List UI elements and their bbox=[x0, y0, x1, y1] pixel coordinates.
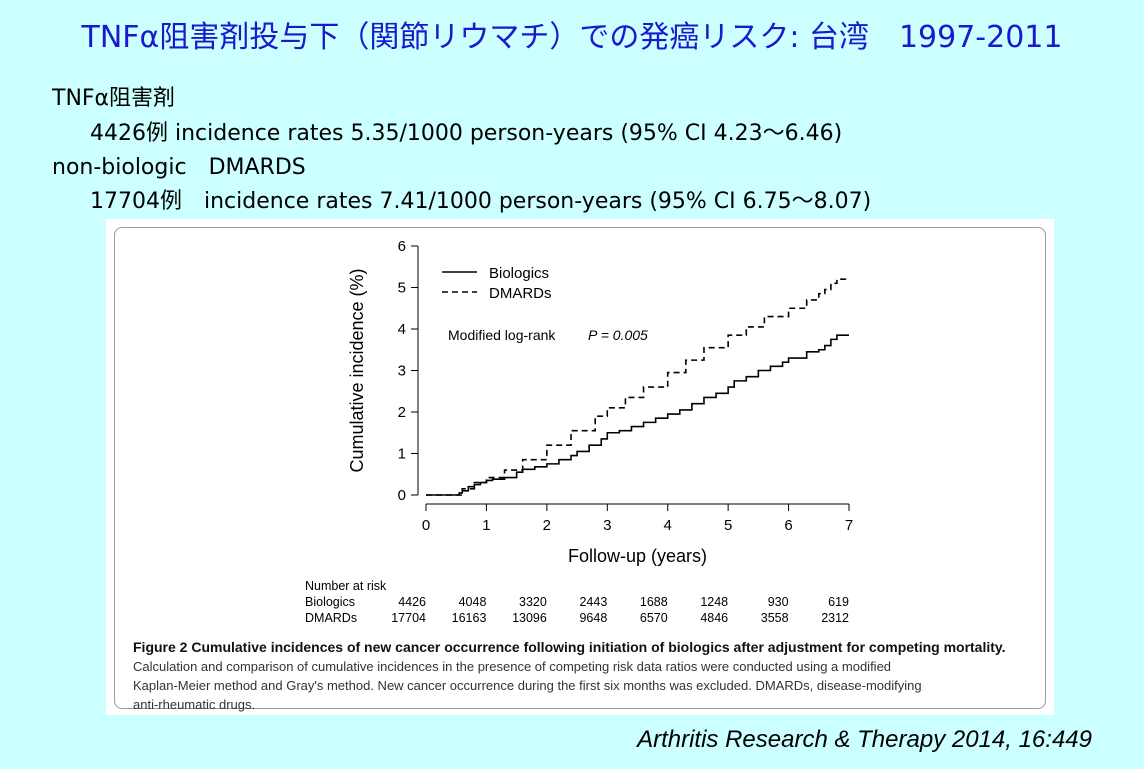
x-tick-label: 2 bbox=[543, 517, 551, 534]
group1-label: TNFα阻害剤 bbox=[52, 86, 176, 111]
series-line-biologics bbox=[426, 334, 849, 496]
x-tick-label: 5 bbox=[724, 517, 732, 534]
risk-cell: 6570 bbox=[640, 611, 668, 625]
legend-biologics-label: Biologics bbox=[489, 265, 549, 282]
risk-cell: 4846 bbox=[700, 611, 728, 625]
y-tick-label: 5 bbox=[398, 280, 406, 297]
risk-cell: 930 bbox=[768, 595, 789, 609]
x-tick-label: 1 bbox=[482, 517, 490, 534]
group2-detail: 17704例 incidence rates 7.41/1000 person-… bbox=[90, 189, 872, 214]
caption-line-1: Calculation and comparison of cumulative… bbox=[133, 659, 892, 674]
risk-row-label: Biologics bbox=[305, 595, 355, 609]
figure-frame: 0 1 2 3 4 5 6 0 1 2 3 4 5 6 7 Follow-up (years) Cumulati… bbox=[114, 227, 1046, 712]
citation: Arthritis Research & Therapy 2014, 16:44… bbox=[637, 726, 1092, 753]
risk-cell: 13096 bbox=[512, 611, 547, 625]
risk-cell: 3320 bbox=[519, 595, 547, 609]
y-tick-label: 4 bbox=[398, 321, 406, 338]
risk-cell: 619 bbox=[828, 595, 849, 609]
risk-cell: 2443 bbox=[579, 595, 607, 609]
risk-table-header: Number at risk bbox=[305, 579, 387, 593]
risk-row-label: DMARDs bbox=[305, 611, 357, 625]
group1-detail: 4426例 incidence rates 5.35/1000 person-y… bbox=[90, 121, 843, 146]
x-tick-label: 7 bbox=[845, 517, 853, 534]
kaplan-meier-chart: 0 1 2 3 4 5 6 0 1 2 3 4 5 6 7 Follow-up (years) Cumulati… bbox=[305, 238, 853, 625]
y-tick-label: 0 bbox=[398, 487, 406, 504]
risk-cell: 1248 bbox=[700, 595, 728, 609]
y-tick-label: 1 bbox=[398, 446, 406, 463]
risk-cell: 9648 bbox=[579, 611, 607, 625]
x-tick-label: 3 bbox=[603, 517, 611, 534]
caption-line-3: anti-rheumatic drugs. bbox=[133, 697, 256, 712]
risk-cell: 4426 bbox=[398, 595, 426, 609]
caption-line-2: Kaplan-Meier method and Gray's method. N… bbox=[133, 678, 922, 693]
risk-cell: 17704 bbox=[391, 611, 426, 625]
y-axis-title: Cumulative incidence (%) bbox=[347, 268, 367, 472]
legend-dmards-label: DMARDs bbox=[489, 285, 552, 302]
y-tick-label: 2 bbox=[398, 404, 406, 421]
series-line-dmards bbox=[426, 278, 850, 496]
y-tick-label: 3 bbox=[398, 363, 406, 380]
risk-cell: 16163 bbox=[452, 611, 487, 625]
risk-cell: 4048 bbox=[459, 595, 487, 609]
group2-label: non-biologic DMARDS bbox=[52, 155, 306, 180]
x-tick-label: 6 bbox=[784, 517, 792, 534]
figure-caption: Figure 2 Cumulative incidences of new ca… bbox=[133, 638, 1043, 714]
slide-title: TNFα阻害剤投与下（関節リウマチ）での発癌リスク: 台湾 1997-2011 bbox=[81, 20, 1063, 55]
x-tick-label: 4 bbox=[664, 517, 672, 534]
x-axis-title: Follow-up (years) bbox=[568, 546, 707, 566]
y-tick-label: 6 bbox=[398, 238, 406, 255]
p-value-label: P = 0.005 bbox=[588, 327, 648, 343]
caption-title: Figure 2 Cumulative incidences of new ca… bbox=[133, 639, 1006, 655]
risk-cell: 3558 bbox=[761, 611, 789, 625]
logrank-test-label: Modified log-rank bbox=[448, 327, 556, 343]
risk-cell: 2312 bbox=[821, 611, 849, 625]
risk-cell: 1688 bbox=[640, 595, 668, 609]
x-tick-label: 0 bbox=[422, 517, 430, 534]
figure-panel: 0 1 2 3 4 5 6 0 1 2 3 4 5 6 7 Follow-up (years) Cumulati… bbox=[106, 219, 1054, 715]
